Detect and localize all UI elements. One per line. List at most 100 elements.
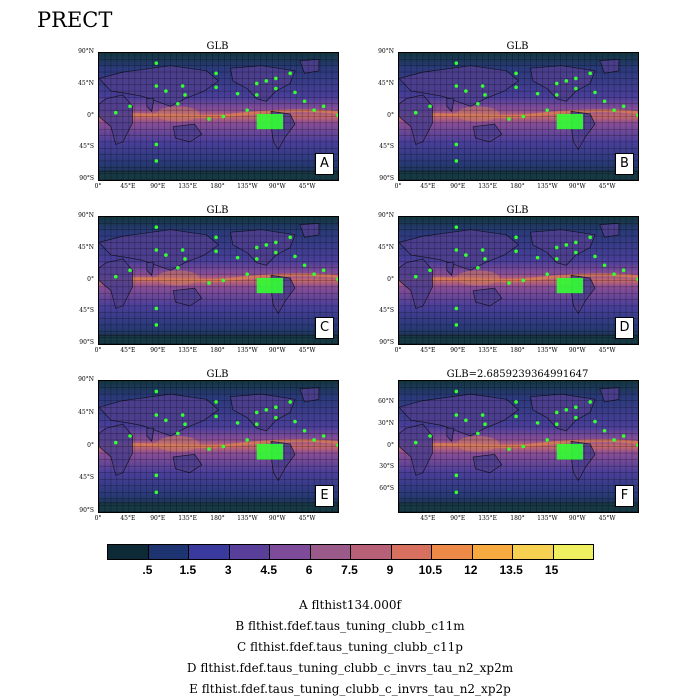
station-marker	[514, 414, 518, 419]
y-tick-label: 45°N	[78, 408, 94, 416]
y-tick-label: 45°N	[378, 79, 394, 87]
station-marker	[254, 245, 259, 250]
x-tick-label: 90°E	[150, 183, 166, 190]
x-tick-label: 45°W	[298, 347, 316, 354]
panel-label: C	[315, 317, 334, 339]
station-marker	[183, 422, 187, 427]
y-tick-label: 45°S	[79, 307, 94, 315]
legend-entry: E flthist.fdef.taus_tuning_clubb_c_invrs…	[189, 682, 511, 696]
colorbar-swatch	[108, 545, 149, 559]
y-tick-label: 90°N	[78, 376, 94, 383]
colorbar-tick-label: 9	[386, 563, 394, 577]
station-marker	[514, 400, 518, 404]
station-marker	[483, 422, 487, 427]
station-marker	[164, 89, 168, 93]
station-marker	[521, 114, 526, 119]
station-marker	[464, 418, 468, 423]
legend-entry: A flthist134.000f	[299, 598, 401, 612]
x-tick-label: 135°E	[478, 515, 498, 522]
x-tick-label: 135°W	[237, 515, 258, 522]
station-marker	[621, 434, 626, 438]
x-tick-label: 45°E	[420, 347, 436, 354]
legend-entry: C flthist.fdef.taus_tuning_clubb_c11p	[237, 640, 463, 654]
station-marker	[514, 235, 518, 240]
x-tick-label: 45°E	[420, 183, 436, 190]
y-tick-label: 90°N	[378, 48, 394, 55]
station-marker	[602, 428, 607, 433]
station-marker	[254, 81, 259, 86]
station-marker	[545, 108, 549, 112]
x-tick-label: 90°W	[268, 515, 286, 522]
station-marker	[183, 257, 187, 261]
y-tick-label: 0°	[387, 275, 394, 283]
station-marker	[176, 431, 180, 436]
station-marker	[164, 253, 168, 257]
y-tick-label: 90°S	[379, 339, 394, 346]
station-marker	[535, 91, 540, 96]
station-marker	[413, 440, 418, 445]
station-marker	[564, 243, 569, 247]
station-marker	[483, 93, 487, 97]
y-tick-label: 45°S	[379, 143, 394, 151]
station-marker	[180, 413, 185, 417]
station-marker	[535, 255, 540, 260]
y-tick-label: 0°	[87, 275, 94, 283]
station-marker	[154, 84, 159, 88]
station-marker	[214, 85, 218, 90]
x-tick-label: 180°	[210, 183, 225, 190]
station-marker	[554, 93, 559, 97]
station-marker	[235, 255, 240, 260]
station-marker	[545, 272, 549, 276]
station-marker	[454, 413, 459, 417]
station-marker	[154, 490, 159, 495]
station-marker	[464, 253, 468, 257]
legend-entry: B flthist.fdef.taus_tuning_clubb_c11m	[235, 619, 465, 633]
station-marker	[336, 113, 338, 118]
colorbar-swatch	[351, 545, 392, 559]
station-marker	[274, 415, 278, 420]
station-marker	[428, 104, 432, 109]
y-tick-label: 30°S	[379, 463, 394, 471]
station-marker	[554, 422, 559, 427]
station-marker	[245, 438, 249, 442]
station-marker	[235, 91, 240, 96]
map-svg	[99, 381, 338, 512]
x-tick-label: 90°W	[268, 183, 286, 190]
station-marker	[254, 93, 259, 97]
map-plot-B	[398, 52, 639, 181]
y-tick-label: 45°N	[78, 243, 94, 251]
station-marker	[154, 225, 159, 229]
x-tick-label: 180°	[510, 183, 525, 190]
colorbar-swatch	[513, 545, 554, 559]
y-tick-label: 90°N	[78, 48, 94, 55]
station-marker	[476, 266, 480, 270]
station-marker	[483, 257, 487, 261]
x-tick-label: 135°E	[178, 183, 198, 190]
station-marker	[336, 277, 338, 282]
colorbar-tick-label: 3	[224, 563, 232, 577]
station-marker	[535, 421, 540, 425]
x-tick-label: 45°W	[298, 183, 316, 190]
panel-label: A	[315, 153, 334, 175]
warm-pool	[456, 436, 500, 452]
x-tick-label: 90°E	[150, 347, 166, 354]
station-marker	[454, 84, 459, 88]
colorbar-swatch	[148, 545, 189, 559]
station-marker	[574, 415, 578, 420]
x-tick-label: 135°E	[178, 515, 198, 522]
station-marker	[207, 281, 211, 285]
station-marker	[428, 434, 432, 438]
continent	[399, 423, 433, 476]
continent	[99, 258, 133, 309]
map-svg	[399, 381, 638, 512]
station-marker	[593, 419, 597, 424]
x-tick-label: 180°	[210, 515, 225, 522]
station-marker	[636, 277, 638, 282]
station-marker	[302, 428, 307, 433]
station-marker	[128, 434, 132, 438]
station-marker	[154, 248, 159, 252]
x-tick-label: 45°W	[598, 515, 616, 522]
station-marker	[154, 61, 159, 65]
station-marker	[321, 268, 326, 273]
